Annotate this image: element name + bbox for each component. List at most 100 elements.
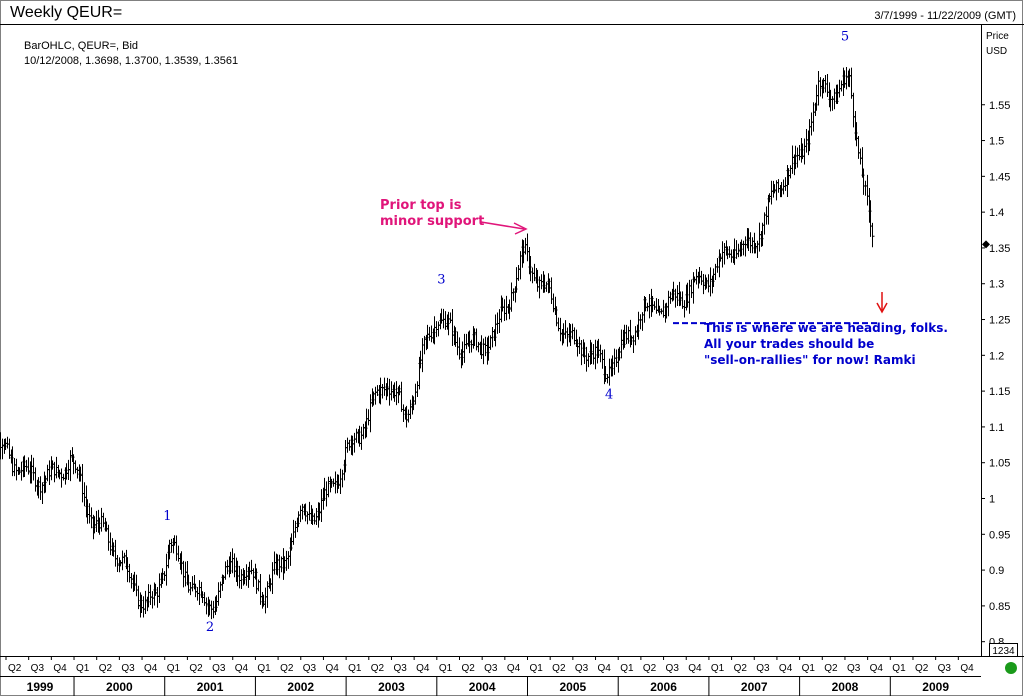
year-label: 2000	[106, 680, 133, 694]
ohlc-bar	[802, 138, 807, 165]
ohlc-bar	[755, 240, 760, 258]
quarter-label: Q1	[439, 663, 453, 674]
ohlc-bar	[654, 298, 659, 314]
quarter-label: Q4	[507, 663, 521, 674]
ohlc-bar	[811, 102, 816, 132]
ohlc-bar	[401, 404, 406, 422]
ohlc-bar	[333, 471, 338, 494]
ohlc-bar	[514, 267, 519, 293]
y-tick-label: 1.05	[989, 458, 1010, 470]
ohlc-bar	[790, 145, 795, 174]
ohlc-bar	[239, 569, 244, 589]
annotation-arrow-pink	[480, 221, 525, 230]
quarter-label: Q2	[824, 663, 838, 674]
quarter-label: Q4	[325, 663, 339, 674]
ohlc-bar	[312, 513, 317, 525]
ohlc-bar	[774, 180, 779, 201]
ohlc-bar	[354, 428, 359, 443]
quarter-label: Q2	[915, 663, 929, 674]
ohlc-bar	[797, 144, 802, 161]
ohlc-bar	[591, 343, 596, 365]
ohlc-bar	[26, 457, 31, 475]
ohlc-bar	[80, 464, 85, 503]
ohlc-bar	[113, 539, 118, 567]
quarter-label: Q4	[235, 663, 249, 674]
y-tick-label: 1.55	[989, 100, 1010, 112]
ohlc-bar	[361, 423, 366, 440]
ohlc-bar	[406, 409, 411, 423]
annotation-prior-top-line: Prior top is	[380, 198, 462, 213]
ohlc-bar	[331, 478, 336, 487]
y-tick-label: 1.5	[989, 136, 1004, 148]
ohlc-bar	[849, 67, 854, 99]
ohlc-bar	[748, 232, 753, 254]
ohlc-bar	[455, 331, 460, 356]
quarter-label: Q1	[167, 663, 181, 674]
ohlc-bar	[307, 501, 312, 521]
wave-label-3: 3	[437, 273, 445, 288]
quarter-label: Q1	[711, 663, 725, 674]
ohlc-bar	[68, 450, 73, 482]
ohlc-bar	[352, 432, 357, 453]
ohlc-bar	[101, 512, 106, 528]
ohlc-bar	[762, 212, 767, 235]
ohlc-bar	[305, 511, 310, 525]
quarter-label: Q2	[189, 663, 203, 674]
ohlc-bar	[399, 381, 404, 412]
quarter-label: Q4	[416, 663, 430, 674]
y-tick-label: 1.25	[989, 315, 1010, 327]
ohlc-bar	[47, 460, 52, 485]
ohlc-bar	[319, 489, 324, 522]
ohlc-bar	[741, 240, 746, 256]
quarter-label: Q2	[280, 663, 294, 674]
red-arrow-head	[876, 302, 888, 314]
ohlc-bar	[607, 358, 612, 386]
ohlc-bar	[448, 312, 453, 324]
ohlc-bar	[563, 320, 568, 339]
ohlc-bar	[164, 553, 169, 586]
ohlc-bar	[638, 314, 643, 330]
ohlc-bar	[870, 222, 875, 248]
y-tick-label: 0.95	[989, 529, 1010, 541]
ohlc-bar	[12, 458, 17, 477]
ohlc-bar	[174, 535, 179, 561]
ohlc-bar	[518, 251, 523, 280]
quarter-label: Q1	[802, 663, 816, 674]
ohlc-bar	[209, 600, 214, 620]
ohlc-bar	[436, 321, 441, 337]
ohlc-bar	[450, 308, 455, 346]
ohlc-readout: 10/12/2008, 1.3698, 1.3700, 1.3539, 1.35…	[24, 55, 239, 67]
ohlc-bar	[858, 148, 863, 165]
ohlc-bar	[389, 381, 394, 401]
ohlc-bar	[722, 243, 727, 265]
ohlc-bar	[715, 258, 720, 273]
ohlc-bar	[727, 246, 732, 258]
wave-label-4: 4	[605, 387, 613, 402]
ohlc-bar	[511, 288, 516, 301]
ohlc-bar	[462, 333, 467, 363]
y-tick-label: 0.85	[989, 601, 1010, 613]
ohlc-bar	[134, 574, 139, 597]
ohlc-bar	[270, 562, 275, 594]
ohlc-bar	[633, 326, 638, 346]
ohlc-bar	[781, 179, 786, 195]
year-label: 2008	[832, 680, 859, 694]
ohlc-bar	[556, 317, 561, 332]
ohlc-bar	[38, 476, 43, 500]
quarter-label: Q3	[666, 663, 680, 674]
year-label: 2002	[287, 680, 314, 694]
ohlc-bar	[359, 426, 364, 450]
ohlc-bar	[298, 505, 303, 523]
quarter-label: Q2	[552, 663, 566, 674]
ohlc-bar	[586, 353, 591, 368]
ohlc-bar	[713, 263, 718, 281]
ohlc-bar	[776, 179, 781, 193]
price-box-label: 1234	[992, 646, 1015, 657]
ohlc-bar	[380, 383, 385, 399]
quarter-label: Q2	[643, 663, 657, 674]
annotation-target-line: "sell-on-rallies" for now! Ramki	[704, 353, 916, 367]
y-tick-label: 1.35	[989, 243, 1010, 255]
ohlc-bar	[244, 564, 249, 586]
quarter-label: Q3	[212, 663, 226, 674]
